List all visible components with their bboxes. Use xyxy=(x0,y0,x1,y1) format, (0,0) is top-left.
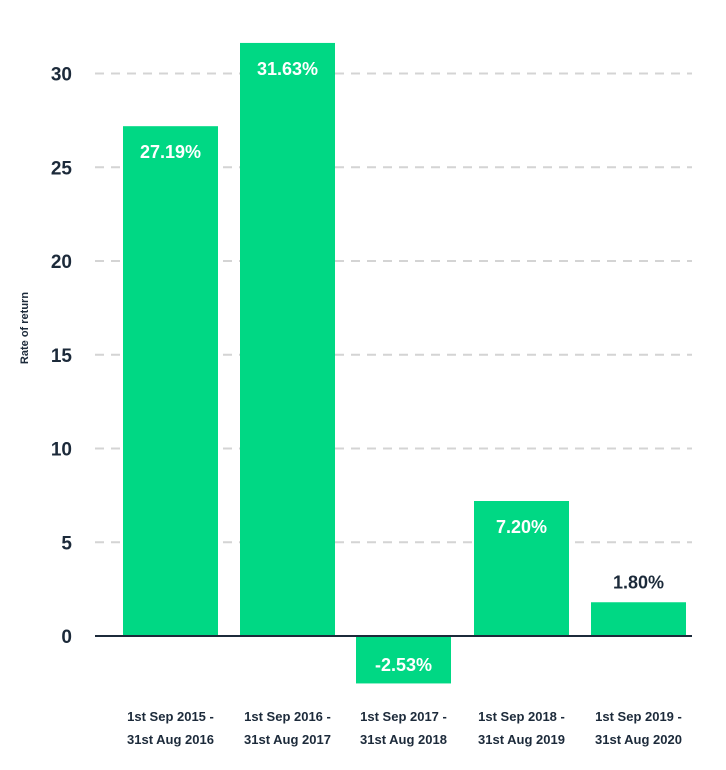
y-tick-label: 15 xyxy=(51,346,73,367)
data-label: -2.53% xyxy=(375,655,432,675)
x-tick-label: 1st Sep 2018 - xyxy=(478,709,565,724)
y-tick-label: 5 xyxy=(61,533,72,554)
y-tick-label: 0 xyxy=(61,627,72,648)
bar xyxy=(123,126,218,636)
x-tick-label: 1st Sep 2015 - xyxy=(127,709,214,724)
data-label: 27.19% xyxy=(140,142,201,162)
y-tick-label: 20 xyxy=(51,252,72,273)
x-tick-label: 1st Sep 2019 - xyxy=(595,709,682,724)
bars: 27.19% 31.63% -2.53% 7.20% 1.80% xyxy=(123,42,686,684)
bar xyxy=(356,636,451,684)
bar xyxy=(591,602,686,636)
axes: 0 5 10 15 20 25 30 1st Sep 2015 - 31st Aug 2016 1… xyxy=(51,65,692,747)
x-tick-label: 31st Aug 2017 xyxy=(244,732,331,747)
x-tick-label: 31st Aug 2019 xyxy=(478,732,565,747)
x-tick-label: 1st Sep 2017 - xyxy=(360,709,447,724)
x-tick-label: 31st Aug 2016 xyxy=(127,732,214,747)
y-tick-label: 25 xyxy=(51,158,73,179)
x-tick-label: 31st Aug 2018 xyxy=(360,732,447,747)
y-tick-label: 10 xyxy=(51,440,72,461)
data-label: 31.63% xyxy=(257,59,318,79)
bar xyxy=(240,42,335,636)
bar xyxy=(474,501,569,636)
data-label: 7.20% xyxy=(496,517,547,537)
y-tick-label: 30 xyxy=(51,65,72,86)
y-axis-title: Rate of return xyxy=(19,292,31,364)
x-tick-label: 31st Aug 2020 xyxy=(595,732,682,747)
x-tick-label: 1st Sep 2016 - xyxy=(244,709,331,724)
data-label: 1.80% xyxy=(613,572,664,592)
